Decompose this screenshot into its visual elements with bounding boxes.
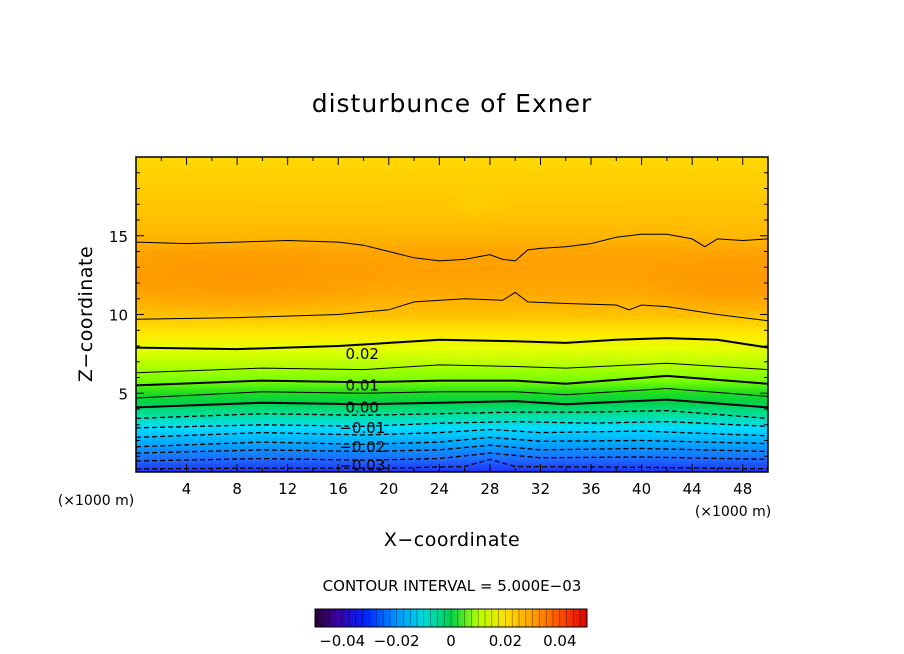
x-tick-label: 44 <box>683 480 702 498</box>
colorbar-tick-label: −0.04 <box>319 632 365 650</box>
x-tick-label: 48 <box>733 480 752 498</box>
colorbar-tick-label: 0.02 <box>489 632 522 650</box>
plot-area: 0.020.010.00−0.01−0.02−0.03 4 8 12 16 20 24 28… <box>109 156 769 498</box>
contour-lines <box>136 233 768 470</box>
x-tick-label: 24 <box>430 480 449 498</box>
contour-line <box>136 398 768 409</box>
colorbar-tick-labels: −0.04 −0.02 0 0.02 0.04 <box>319 632 576 650</box>
colorbar-tick-label: 0.04 <box>543 632 576 650</box>
contour-line <box>136 436 768 448</box>
contour-line <box>136 444 768 454</box>
chart-title: disturbunce of Exner <box>312 89 593 118</box>
orange-max-left <box>136 242 402 315</box>
contour-label: −0.01 <box>339 419 385 437</box>
contour-line <box>136 428 768 439</box>
contour-line <box>136 362 768 374</box>
contour-line <box>136 374 768 387</box>
contour-interval-text: CONTOUR INTERVAL = 5.000E−03 <box>323 577 582 595</box>
x-tick-label: 16 <box>329 480 348 498</box>
x-tick-label: 4 <box>182 480 192 498</box>
x-axis-unit: (×1000 m) <box>695 504 771 520</box>
y-tick-label: 5 <box>118 385 128 403</box>
x-tick-label: 32 <box>531 480 550 498</box>
x-tick-label: 12 <box>278 480 297 498</box>
colorbar: −0.04 −0.02 0 0.02 0.04 <box>314 608 588 650</box>
y-tick-label: 15 <box>109 228 128 246</box>
contour-line <box>136 233 768 262</box>
contour-line <box>136 452 768 462</box>
y-tick-label: 10 <box>109 307 128 325</box>
contour-label: −0.02 <box>339 438 385 456</box>
x-tick-label: 28 <box>480 480 499 498</box>
contour-label: 0.01 <box>346 376 379 394</box>
x-tick-label: 36 <box>581 480 600 498</box>
y-axis-ticks: 5 10 15 <box>109 172 768 457</box>
colorbar-tick-label: −0.02 <box>374 632 420 650</box>
contour-line <box>136 387 768 399</box>
contour-label: −0.03 <box>339 457 385 475</box>
contour-labels: 0.02 0.01 0.00 −0.01−0.02−0.03 <box>339 345 385 475</box>
x-tick-label: 40 <box>632 480 651 498</box>
contour-line <box>136 458 768 470</box>
orange-max-right <box>628 248 768 318</box>
colorbar-stripes <box>321 609 581 627</box>
x-axis-ticks: 4 8 12 16 20 24 28 32 36 40 44 48 <box>160 157 752 498</box>
colorbar-tick-label: 0 <box>446 632 456 650</box>
y-axis-unit: (×1000 m) <box>58 493 134 509</box>
contour-line <box>136 291 768 322</box>
yellow-tongue <box>439 174 516 225</box>
contour-label: 0.00 <box>346 398 379 416</box>
x-tick-label: 20 <box>379 480 398 498</box>
x-axis-label: X−coordinate <box>384 529 520 551</box>
contour-label: 0.02 <box>346 345 379 363</box>
x-tick-label: 8 <box>232 480 242 498</box>
contour-line <box>136 337 768 351</box>
y-axis-label: Z−coordinate <box>75 246 97 382</box>
